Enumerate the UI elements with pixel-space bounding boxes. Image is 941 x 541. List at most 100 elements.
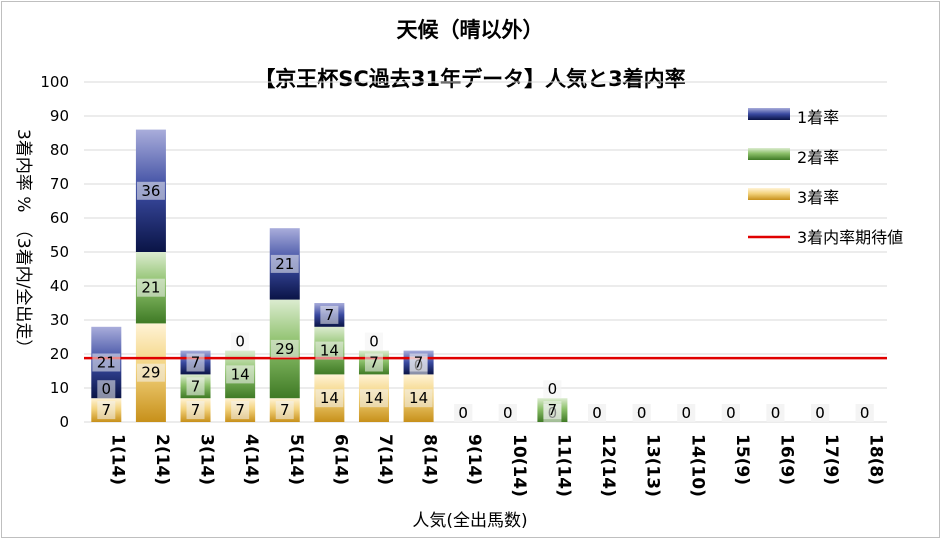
- data-label-bg: [811, 404, 830, 422]
- y-tick-label: 10: [50, 379, 69, 397]
- data-label-bg: [97, 401, 116, 420]
- data-label-bg: [136, 181, 165, 200]
- data-label-bg: [404, 389, 433, 408]
- x-category-label: 5(14): [286, 434, 306, 485]
- data-label: 0: [102, 380, 112, 398]
- x-category-label: 8(14): [420, 434, 440, 485]
- data-label-bg: [543, 401, 562, 420]
- data-label: 0: [726, 404, 736, 422]
- y-tick-label: 40: [50, 277, 69, 295]
- legend-label: 3着率: [797, 188, 839, 207]
- x-category-label: 3(14): [197, 434, 217, 485]
- data-labels: 7 0 21 29 21 36 7 7 7 7 14 0 7 29 21 14 14 7 14 7 0 14 0 7 0 0 0 0 0…: [92, 181, 874, 422]
- data-label: 0: [235, 333, 245, 351]
- y-tick-label: 70: [50, 175, 69, 193]
- y-tick-label: 0: [59, 413, 69, 431]
- data-label-bg: [364, 353, 383, 372]
- x-axis-categories: 1(14) 2(14) 3(14) 4(14) 5(14) 6(14) 7(14) 8(14)…: [107, 434, 885, 497]
- data-label-bg: [315, 389, 344, 408]
- data-label: 7: [548, 401, 558, 419]
- data-label: 29: [275, 340, 294, 358]
- data-label-bg: [855, 404, 874, 422]
- chart-title: 天候（晴以外）: [397, 18, 544, 42]
- data-label-bg: [588, 404, 607, 422]
- x-category-label: 11(14): [553, 434, 573, 497]
- legend-swatch: [748, 108, 790, 120]
- data-label-bg: [677, 404, 696, 422]
- data-label-bg: [454, 404, 473, 422]
- data-label: 36: [141, 182, 160, 200]
- x-category-label: 2(14): [152, 434, 172, 485]
- data-label-bg: [231, 401, 250, 420]
- y-tick-label: 20: [50, 345, 69, 363]
- x-category-label: 7(14): [375, 434, 395, 485]
- data-label-bg: [498, 404, 517, 422]
- data-label: 7: [102, 401, 112, 419]
- data-label: 14: [231, 365, 250, 383]
- chart-subtitle: 【京王杯SC過去31年データ】人気と3着内率: [254, 67, 685, 91]
- data-label: 0: [771, 404, 781, 422]
- x-category-label: 9(14): [464, 434, 484, 485]
- data-label: 0: [369, 333, 379, 351]
- data-label: 0: [681, 404, 691, 422]
- y-axis-title: 3着内率 % （3着内/全出走）: [13, 129, 33, 356]
- data-label-bg: [136, 278, 165, 297]
- x-category-label: 15(9): [732, 434, 752, 485]
- data-label: 0: [815, 404, 825, 422]
- data-label-bg: [226, 365, 255, 384]
- data-label: 21: [97, 354, 116, 372]
- x-category-label: 12(14): [598, 434, 618, 497]
- x-category-label: 6(14): [330, 434, 350, 485]
- legend-label: 1着率: [797, 108, 839, 127]
- data-label: 7: [191, 354, 201, 372]
- data-label: 0: [637, 404, 647, 422]
- y-tick-label: 80: [50, 141, 69, 159]
- legend-swatch: [748, 188, 790, 200]
- legend: 1着率 2着率 3着率 3着内率期待値: [748, 108, 903, 247]
- data-label-bg: [721, 404, 740, 422]
- x-category-label: 10(14): [509, 434, 529, 497]
- data-label: 0: [548, 380, 558, 398]
- data-label-bg: [543, 380, 562, 399]
- y-axis-ticks: 0 10 20 30 40 50 60 70 80 90 100: [40, 73, 69, 431]
- data-label: 7: [280, 401, 290, 419]
- data-label-bg: [97, 380, 116, 399]
- x-category-label: 18(8): [866, 434, 886, 485]
- y-tick-label: 60: [50, 209, 69, 227]
- data-label-bg: [136, 363, 165, 382]
- data-label: 14: [364, 389, 383, 407]
- x-axis-title: 人気(全出馬数): [412, 511, 527, 531]
- legend-label: 2着率: [797, 148, 839, 167]
- data-label: 0: [503, 404, 513, 422]
- x-category-label: 16(9): [776, 434, 796, 485]
- data-label: 7: [191, 377, 201, 395]
- data-label: 7: [414, 354, 424, 372]
- y-tick-label: 90: [50, 107, 69, 125]
- y-tick-label: 100: [40, 73, 69, 91]
- data-label: 7: [235, 401, 245, 419]
- y-tick-label: 50: [50, 243, 69, 261]
- data-label: 29: [141, 364, 160, 382]
- data-label: 7: [325, 306, 335, 324]
- data-label-bg: [632, 404, 651, 422]
- x-category-label: 13(13): [643, 434, 663, 497]
- x-category-label: 1(14): [107, 434, 127, 485]
- data-label-bg: [409, 353, 428, 372]
- data-label-bg: [92, 353, 121, 372]
- data-label: 7: [369, 354, 379, 372]
- data-label-bg: [270, 339, 299, 358]
- data-label-bg: [231, 332, 250, 351]
- legend-label: 3着内率期待値: [797, 228, 903, 247]
- data-label-bg: [186, 353, 205, 372]
- data-label: 21: [141, 279, 160, 297]
- data-label-bg: [186, 401, 205, 420]
- x-category-label: 4(14): [241, 434, 261, 485]
- data-label: 0: [592, 404, 602, 422]
- data-label: 7: [191, 401, 201, 419]
- data-label-bg: [275, 401, 294, 420]
- legend-swatch: [748, 148, 790, 160]
- x-category-label: 17(9): [821, 434, 841, 485]
- data-label: 14: [320, 389, 339, 407]
